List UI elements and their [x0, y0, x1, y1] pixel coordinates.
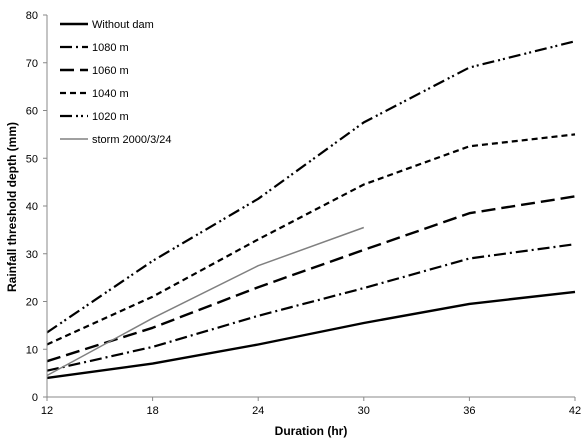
- x-tick-label: 36: [463, 405, 475, 417]
- y-tick-label: 40: [26, 201, 38, 213]
- x-tick-label: 12: [41, 405, 53, 417]
- y-axis: 0 10 20 30 40 50 60 70 80: [26, 10, 48, 404]
- series-line-1040-m: [46, 133, 576, 346]
- x-tick-label: 30: [358, 405, 370, 417]
- legend-label: 1040 m: [92, 88, 129, 100]
- y-tick-label: 20: [26, 297, 38, 309]
- series-line-1020-m: [46, 40, 576, 334]
- legend-label: 1080 m: [92, 42, 129, 54]
- legend-label: Without dam: [92, 19, 154, 31]
- x-axis-title: Duration (hr): [275, 424, 348, 438]
- y-tick-label: 70: [26, 58, 38, 70]
- y-tick-label: 30: [26, 249, 38, 261]
- legend: Without dam 1080 m 1060 m 1040 m 1020 m storm…: [60, 19, 172, 146]
- y-tick-label: 80: [26, 10, 38, 22]
- x-tick-label: 42: [569, 405, 581, 417]
- x-tick-label: 18: [146, 405, 158, 417]
- x-tick-label: 24: [252, 405, 264, 417]
- series-lines: [46, 40, 576, 380]
- series-line-1080-m: [46, 243, 576, 372]
- y-axis-title: Rainfall threshold depth (mm): [5, 122, 19, 292]
- y-tick-label: 10: [26, 344, 38, 356]
- legend-label: storm 2000/3/24: [92, 134, 172, 146]
- x-axis: 12 18 24 30 36 42: [41, 396, 581, 417]
- series-line-storm-2000-3-24: [46, 226, 365, 377]
- y-tick-label: 50: [26, 153, 38, 165]
- legend-label: 1020 m: [92, 111, 129, 123]
- legend-label: 1060 m: [92, 65, 129, 77]
- series-line-1060-m: [46, 195, 576, 363]
- y-tick-label: 0: [32, 392, 38, 404]
- series-line-without-dam: [46, 290, 576, 380]
- y-tick-label: 60: [26, 106, 38, 118]
